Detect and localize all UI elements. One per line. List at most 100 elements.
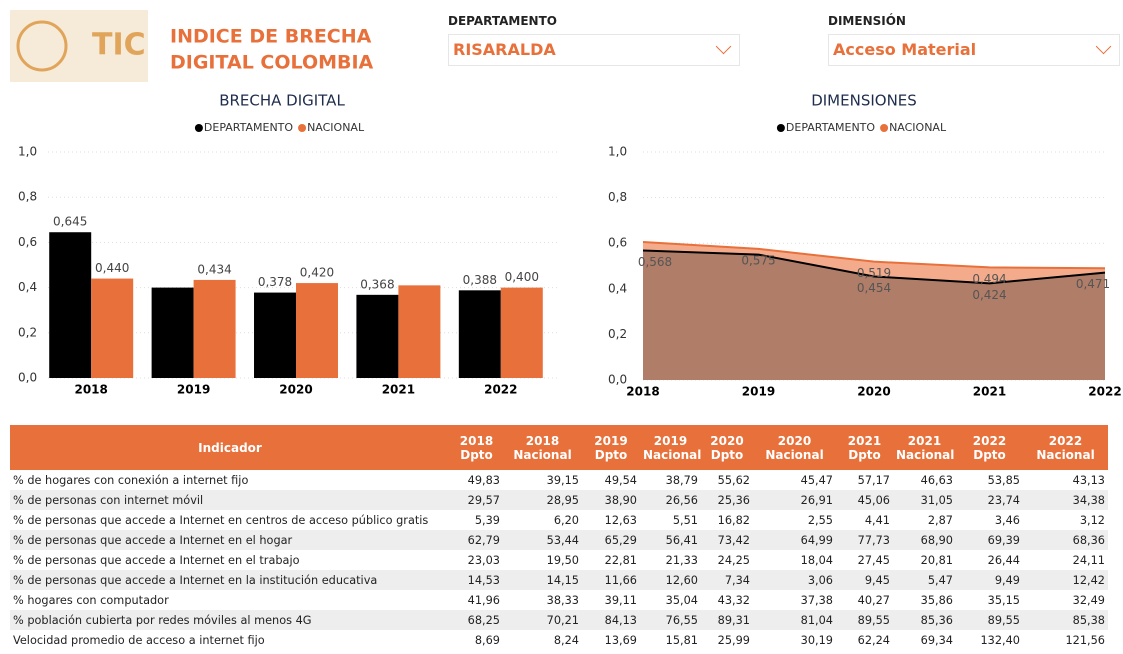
bar: [296, 283, 338, 378]
table-cell: 23,03: [467, 553, 500, 567]
table-cell: 7,34: [701, 570, 753, 590]
y-tick-label: 0,2: [18, 325, 37, 339]
data-label: 0,400: [505, 270, 539, 284]
table-cell: 55,62: [717, 473, 750, 487]
table-cell: Velocidad promedio de acceso a internet …: [13, 633, 265, 647]
data-label: 0,420: [300, 266, 334, 280]
table-cell: 68,25: [450, 610, 503, 630]
y-tick-label: 0,2: [608, 327, 627, 341]
x-tick-label: 2021: [973, 385, 1006, 399]
table-row: Velocidad promedio de acceso a internet …: [10, 630, 1108, 650]
x-tick-label: 2022: [1088, 385, 1121, 399]
table-row: % hogares con computador 41,96 38,33 39,11 3…: [10, 590, 1108, 610]
table-cell: 132,40: [980, 633, 1020, 647]
filter-label: DEPARTAMENTO: [448, 14, 557, 28]
table-cell: 38,33: [546, 593, 579, 607]
table-cell: 38,79: [665, 473, 698, 487]
table-cell: 62,24: [857, 633, 890, 647]
filter[interactable]: DIMENSIÓN Acceso Material: [828, 14, 1120, 66]
table-cell: % de hogares con conexión a internet fij…: [13, 473, 249, 487]
table-cell: 24,11: [1072, 553, 1105, 567]
table-cell: 85,38: [1023, 610, 1108, 630]
table-cell: 27,45: [857, 553, 890, 567]
filter[interactable]: DEPARTAMENTO RISARALDA: [448, 14, 740, 66]
table-cell: 12,60: [640, 570, 701, 590]
filter-value[interactable]: Acceso Material: [828, 34, 1120, 66]
table-cell: 21,33: [665, 553, 698, 567]
bar: [254, 292, 296, 378]
data-label: 0,568: [638, 255, 672, 269]
chart-title: BRECHA DIGITAL: [219, 92, 345, 110]
y-tick-label: 0,4: [608, 281, 627, 295]
table-cell: % población cubierta por redes móviles a…: [10, 610, 450, 630]
column-header: 2019 Dpto: [582, 425, 640, 470]
table-cell: 45,47: [800, 473, 833, 487]
table-row: % de personas con internet móvil 29,57 28,…: [10, 490, 1108, 510]
column-header: 2018 Dpto: [450, 425, 503, 470]
table-cell: 23,74: [956, 490, 1023, 510]
table-cell: 26,91: [753, 490, 836, 510]
bar: [500, 287, 543, 378]
table-cell: % de personas que accede a Internet en l…: [10, 570, 450, 590]
table-cell: 25,36: [701, 490, 753, 510]
column-header: 2021 Dpto: [836, 425, 893, 470]
legend-label: DEPARTAMENTO: [204, 121, 293, 134]
table-cell: 57,17: [857, 473, 890, 487]
data-label: 0,434: [197, 262, 231, 276]
table-cell: 31,05: [893, 490, 956, 510]
table-row: % de personas que accede a Internet en e…: [10, 530, 1108, 550]
table-cell: 8,24: [553, 633, 579, 647]
filter-value[interactable]: RISARALDA: [448, 34, 740, 66]
table-cell: 65,29: [582, 530, 640, 550]
table-cell: 56,41: [640, 530, 701, 550]
data-label: 0,454: [857, 281, 891, 295]
table-cell: 39,11: [604, 593, 637, 607]
y-tick-label: 0,4: [18, 280, 37, 294]
table-cell: 53,44: [503, 530, 582, 550]
column-header: 2019 Nacional: [640, 425, 701, 470]
table-cell: 69,34: [920, 633, 953, 647]
table-cell: 45,06: [836, 490, 893, 510]
table-cell: 39,15: [546, 473, 579, 487]
table-cell: 32,49: [1072, 593, 1105, 607]
table-cell: 18,04: [800, 553, 833, 567]
table-cell: 34,38: [1023, 490, 1108, 510]
logo-text: TIC: [92, 28, 146, 63]
legend-marker: [776, 124, 785, 132]
column-header: 2020 Nacional: [753, 425, 836, 470]
table-cell: 41,96: [467, 593, 500, 607]
table-cell: 35,15: [987, 593, 1020, 607]
table-cell: 26,56: [640, 490, 701, 510]
table-cell: % de personas que accede a Internet en c…: [13, 513, 429, 527]
table-cell: 81,04: [753, 610, 836, 630]
x-tick-label: 2019: [177, 383, 210, 397]
table-cell: 28,95: [503, 490, 582, 510]
table-cell: 49,83: [467, 473, 500, 487]
y-tick-label: 0,8: [608, 190, 627, 204]
title: DIGITAL COLOMBIA: [170, 52, 374, 74]
table-cell: 12,63: [604, 513, 637, 527]
table-cell: 43,13: [1072, 473, 1105, 487]
x-tick-label: 2020: [857, 385, 890, 399]
table-cell: 46,63: [920, 473, 953, 487]
y-tick-label: 0,0: [608, 373, 627, 387]
table-cell: 15,81: [665, 633, 698, 647]
table-cell: 29,57: [450, 490, 503, 510]
data-label: 0,424: [972, 288, 1006, 302]
table-cell: 9,49: [956, 570, 1023, 590]
column-header: 2021 Nacional: [893, 425, 956, 470]
table-cell: 43,32: [717, 593, 750, 607]
table-cell: 5,47: [893, 570, 956, 590]
x-tick-label: 2021: [382, 383, 415, 397]
table-cell: 16,82: [717, 513, 750, 527]
charts: TIC INDICE DE BRECHA DIGITAL COLOMBIA BR…: [10, 10, 1122, 399]
legend-marker: [298, 124, 307, 132]
bar: [356, 294, 399, 378]
table-cell: 84,13: [582, 610, 640, 630]
table-row: % población cubierta por redes móviles a…: [10, 610, 1108, 630]
column-header: 2018 Nacional: [503, 425, 582, 470]
data-label: 0,471: [1076, 277, 1110, 291]
column-header: 2022 Nacional: [1023, 425, 1108, 470]
y-tick-label: 0,0: [18, 371, 37, 385]
table-cell: % de personas que accede a Internet en e…: [13, 553, 300, 567]
